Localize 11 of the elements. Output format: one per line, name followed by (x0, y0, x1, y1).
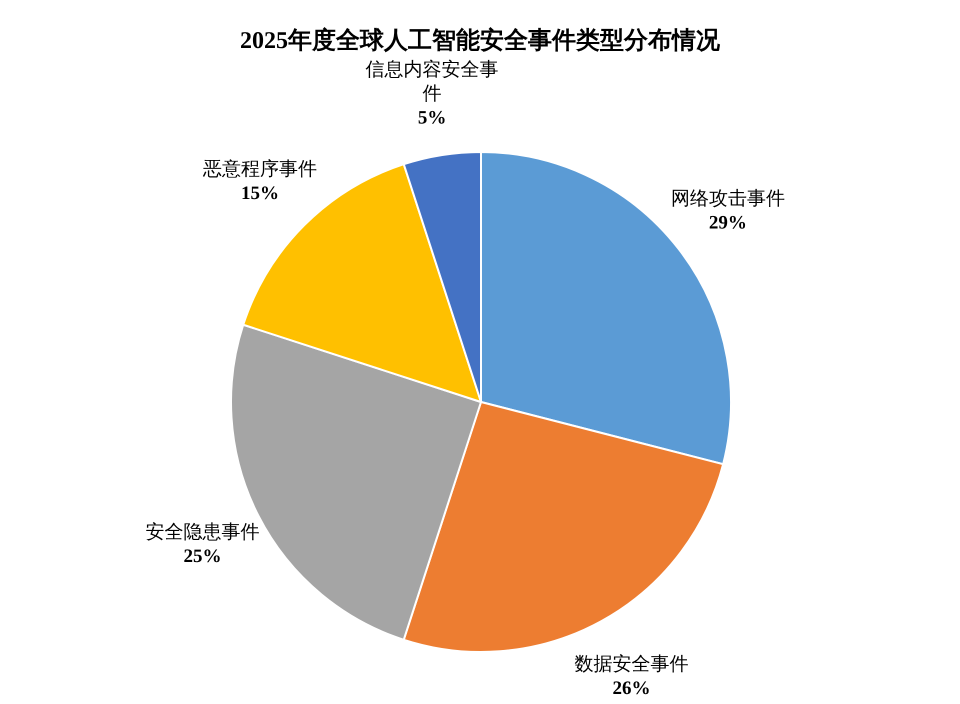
slice-label: 网络攻击事件 (670, 188, 785, 210)
slice-label: 数据安全事件 (574, 652, 689, 675)
data-label: 26% (612, 678, 651, 699)
slice-label: 信息内容安全事件 (366, 58, 499, 104)
chart-title: 2025年度全球人工智能安全事件类型分布情况 (240, 27, 721, 54)
data-label: 5% (418, 107, 446, 128)
data-label: 15% (241, 183, 280, 204)
slice-label: 恶意程序事件 (202, 158, 318, 180)
slice-label: 安全隐患事件 (146, 520, 260, 543)
data-label: 29% (708, 212, 747, 234)
data-label: 25% (184, 546, 222, 567)
